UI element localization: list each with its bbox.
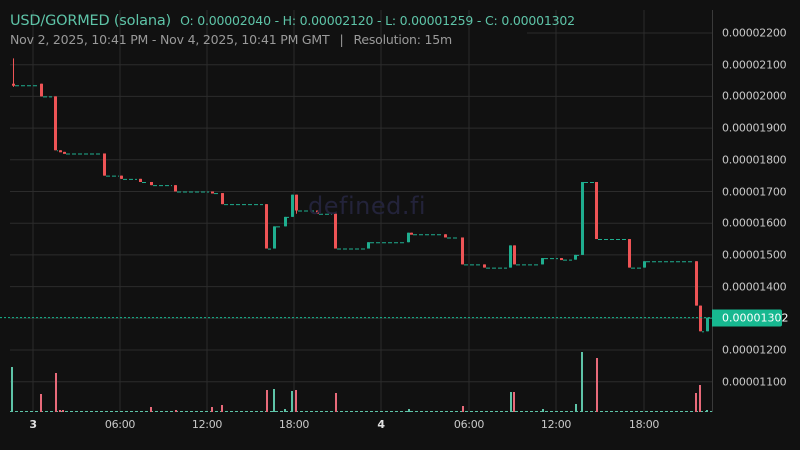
time-axis-label: 06:00 [104, 418, 136, 431]
candle[interactable] [316, 210, 332, 215]
candle[interactable] [444, 234, 459, 239]
volume-bar [266, 390, 268, 412]
candle[interactable] [59, 150, 62, 153]
volume-series [10, 352, 712, 412]
volume-bar [706, 410, 708, 412]
price-axis-label: 0.00002200 [722, 26, 787, 40]
candle[interactable] [513, 245, 539, 266]
candle[interactable] [574, 254, 579, 260]
volume-bar [542, 409, 544, 412]
volume-bar [291, 391, 293, 412]
candle[interactable] [560, 258, 572, 261]
candle[interactable] [150, 181, 172, 187]
time-axis-label: 12:00 [540, 418, 572, 431]
candle[interactable] [63, 151, 101, 155]
price-axis-label: 0.00001600 [722, 216, 787, 230]
candle[interactable] [120, 175, 137, 180]
candle[interactable] [284, 216, 289, 227]
volume-bar [11, 367, 13, 412]
price-axis-label: 0.00002100 [722, 58, 787, 72]
volume-bar [40, 394, 42, 412]
volume-bar [175, 410, 177, 412]
price-axis-label: 0.00001800 [722, 153, 787, 167]
volume-bar [575, 404, 577, 412]
last-price-tag: 0.00001302 [712, 309, 788, 327]
candle[interactable] [541, 258, 558, 265]
candle[interactable] [40, 83, 52, 98]
volume-bar [150, 407, 152, 412]
price-axis-label: 0.00001900 [722, 121, 787, 135]
candle[interactable] [221, 193, 263, 206]
price-axis-label: 0.00002000 [722, 89, 787, 103]
candle[interactable] [461, 237, 481, 266]
volume-bar [59, 410, 61, 412]
volume-bar [295, 390, 297, 412]
time-axis-label: 18:00 [628, 418, 660, 431]
time-axis-label: 06:00 [453, 418, 485, 431]
volume-bar [462, 406, 464, 412]
candle[interactable] [211, 191, 219, 195]
candle[interactable] [265, 204, 271, 250]
candle[interactable] [695, 261, 698, 306]
candle[interactable] [54, 96, 58, 152]
volume-bar [273, 389, 275, 412]
price-axis-label: 0.00001700 [722, 185, 787, 198]
separator: | [339, 32, 344, 47]
resolution-label[interactable]: Resolution: 15m [353, 32, 453, 47]
chart-subtitle: Nov 2, 2025, 10:41 PM - Nov 4, 2025, 10:… [10, 32, 452, 47]
volume-bar [335, 393, 337, 412]
candle[interactable] [581, 181, 594, 255]
volume-bar [55, 373, 57, 412]
time-axis-label: 12:00 [191, 418, 223, 431]
volume-bar [510, 392, 512, 412]
volume-bar [284, 409, 286, 412]
candle[interactable] [367, 242, 405, 249]
candle[interactable] [12, 58, 38, 87]
volume-bar [513, 392, 515, 412]
chart-grid [10, 10, 712, 412]
time-axis-label: 18:00 [278, 418, 310, 431]
price-axis-label: 0.00001500 [722, 248, 787, 262]
time-axis-label: 4 [377, 418, 385, 431]
candle[interactable] [643, 261, 693, 268]
candle[interactable] [407, 232, 410, 243]
volume-bar [408, 409, 410, 412]
candle[interactable] [334, 213, 365, 250]
candle[interactable] [174, 185, 209, 193]
chart-legend: USD/GORMED (solana) O: 0.00002040 - H: 0… [10, 10, 575, 29]
candlestick-series [12, 58, 712, 333]
price-axis-label: 0.00001200 [722, 343, 787, 357]
ohlc-values: O: 0.00002040 - H: 0.00002120 - L: 0.000… [180, 13, 575, 28]
price-axis-label: 0.00001100 [722, 375, 787, 389]
volume-bar [221, 405, 223, 412]
candle[interactable] [509, 245, 512, 268]
candle[interactable] [628, 239, 641, 269]
volume-bar [211, 407, 213, 412]
candle[interactable] [483, 264, 507, 269]
volume-bar [695, 393, 697, 412]
candle[interactable] [103, 153, 119, 177]
candle[interactable] [295, 194, 314, 214]
watermark: defined.fi [308, 192, 427, 220]
candle[interactable] [291, 194, 294, 217]
volume-bar [699, 385, 701, 412]
candle[interactable] [410, 232, 443, 236]
candle[interactable] [273, 226, 282, 249]
price-axis-label: 0.00001400 [722, 280, 787, 294]
candle[interactable] [699, 305, 704, 333]
time-axis-label: 3 [29, 418, 37, 431]
date-range: Nov 2, 2025, 10:41 PM - Nov 4, 2025, 10:… [10, 32, 330, 47]
volume-bar [596, 358, 598, 412]
candle[interactable] [139, 178, 148, 183]
volume-bar [581, 352, 583, 412]
candle[interactable] [595, 181, 627, 241]
volume-bar [62, 410, 64, 412]
pair-title: USD/GORMED (solana) [10, 13, 171, 29]
